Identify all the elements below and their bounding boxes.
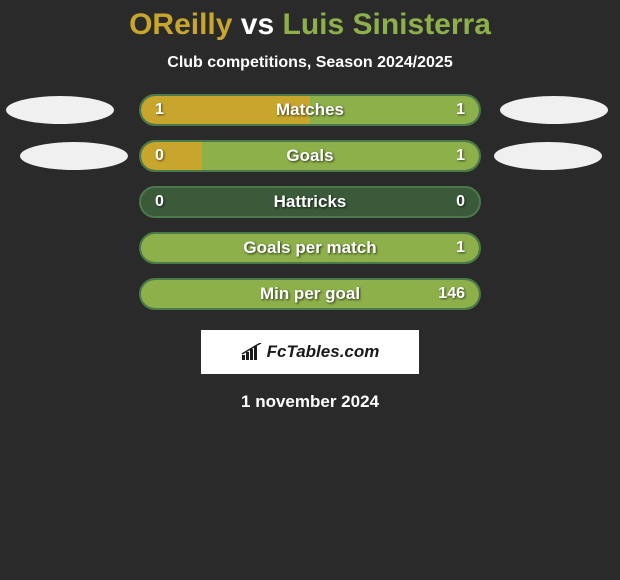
stat-label: Goals bbox=[286, 146, 333, 166]
stat-row: 1 1 Matches bbox=[0, 94, 620, 126]
stat-bar: 0 1 Goals bbox=[139, 140, 481, 172]
stat-row: 0 0 Hattricks bbox=[0, 186, 620, 218]
stat-bar: 146 Min per goal bbox=[139, 278, 481, 310]
player-silhouette-right bbox=[500, 96, 608, 124]
bar-fill-right bbox=[202, 142, 479, 170]
subtitle: Club competitions, Season 2024/2025 bbox=[0, 54, 620, 72]
stat-bar: 1 1 Matches bbox=[139, 94, 481, 126]
comparison-widget: OReilly vs Luis Sinisterra Club competit… bbox=[0, 0, 620, 412]
vs-text: vs bbox=[232, 8, 282, 41]
stats-list: 1 1 Matches 0 1 Goals 0 0 Hattricks 1 Goals per ma… bbox=[0, 94, 620, 310]
chart-icon bbox=[241, 343, 263, 361]
player1-name: OReilly bbox=[129, 8, 232, 41]
stat-value-right: 1 bbox=[456, 239, 465, 257]
stat-value-left: 1 bbox=[155, 101, 164, 119]
page-title: OReilly vs Luis Sinisterra bbox=[0, 8, 620, 42]
stat-value-right: 146 bbox=[438, 285, 465, 303]
stat-value-right: 1 bbox=[456, 101, 465, 119]
player2-name: Luis Sinisterra bbox=[283, 8, 491, 41]
date-label: 1 november 2024 bbox=[0, 392, 620, 412]
brand-text: FcTables.com bbox=[267, 342, 380, 362]
stat-label: Goals per match bbox=[243, 238, 376, 258]
stat-value-left: 0 bbox=[155, 193, 164, 211]
stat-bar: 1 Goals per match bbox=[139, 232, 481, 264]
brand-box[interactable]: FcTables.com bbox=[201, 330, 419, 374]
stat-row: 1 Goals per match bbox=[0, 232, 620, 264]
bar-fill-left bbox=[141, 142, 202, 170]
stat-label: Matches bbox=[276, 100, 344, 120]
stat-value-right: 0 bbox=[456, 193, 465, 211]
stat-value-left: 0 bbox=[155, 147, 164, 165]
stat-row: 146 Min per goal bbox=[0, 278, 620, 310]
player-silhouette-left bbox=[6, 96, 114, 124]
brand-label: FcTables.com bbox=[241, 342, 380, 362]
player-silhouette-left bbox=[20, 142, 128, 170]
stat-bar: 0 0 Hattricks bbox=[139, 186, 481, 218]
stat-row: 0 1 Goals bbox=[0, 140, 620, 172]
stat-label: Min per goal bbox=[260, 284, 360, 304]
player-silhouette-right bbox=[494, 142, 602, 170]
stat-label: Hattricks bbox=[274, 192, 347, 212]
stat-value-right: 1 bbox=[456, 147, 465, 165]
